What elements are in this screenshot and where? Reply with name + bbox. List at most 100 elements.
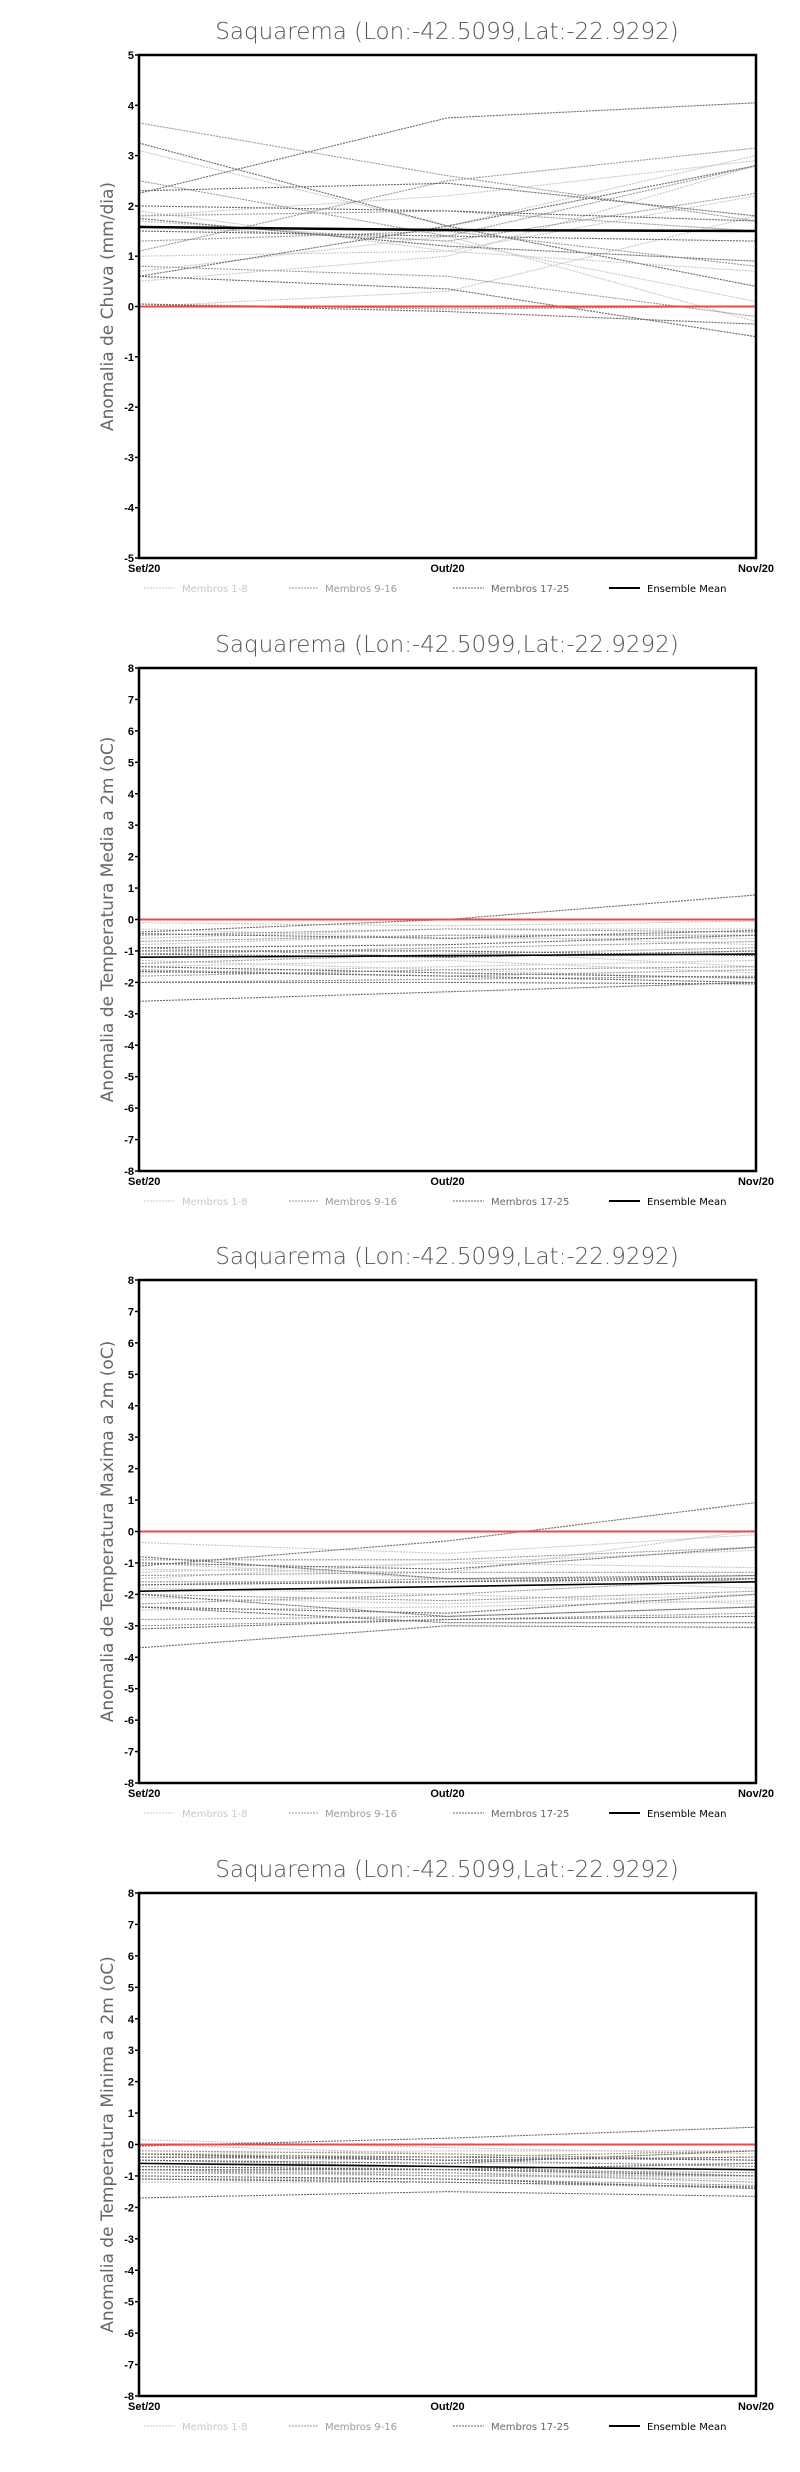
y-tick-label: -7 xyxy=(124,1134,134,1146)
x-tick-label: Set/20 xyxy=(128,1176,160,1188)
member-line-group-3 xyxy=(138,2174,757,2189)
member-line-group-3 xyxy=(138,102,757,194)
y-tick-label: -7 xyxy=(124,2359,134,2371)
member-line-group-1 xyxy=(138,959,757,980)
member-line-group-2 xyxy=(138,2168,756,2176)
y-tick-label: 2 xyxy=(128,201,134,213)
member-line-group-3 xyxy=(138,142,757,287)
x-tick-label: Set/20 xyxy=(128,563,160,575)
member-line-group-2 xyxy=(138,2159,757,2176)
member-line-group-3 xyxy=(138,1606,756,1624)
member-line-group-2 xyxy=(138,940,757,955)
member-line-group-3 xyxy=(138,275,757,338)
y-tick-label: 4 xyxy=(128,1401,135,1413)
member-line-group-2 xyxy=(138,975,757,983)
y-axis-label: Anomalia de Chuva (mm/dia) xyxy=(98,182,118,431)
member-line-group-2 xyxy=(138,968,757,977)
member-line-group-1 xyxy=(138,1549,757,1580)
member-line-group-3 xyxy=(138,1593,757,1617)
member-line-group-1 xyxy=(138,1600,757,1611)
member-line-group-2 xyxy=(138,1606,757,1621)
x-tick-label: Nov/20 xyxy=(738,1176,774,1188)
member-line-group-2 xyxy=(138,192,757,242)
member-line-group-2 xyxy=(139,1546,757,1561)
y-tick-label: 5 xyxy=(128,50,134,62)
y-tick-label: -3 xyxy=(124,452,134,464)
legend-label: Ensemble Mean xyxy=(647,1809,726,1820)
member-line-group-3 xyxy=(138,2152,757,2161)
member-line-group-2 xyxy=(138,927,757,936)
member-line-group-1 xyxy=(138,927,756,939)
member-line-group-3 xyxy=(138,217,757,262)
x-tick-label: Nov/20 xyxy=(738,2401,774,2413)
y-tick-label: 7 xyxy=(128,1919,134,1931)
member-line-group-1 xyxy=(138,2159,756,2164)
member-line-group-3 xyxy=(138,970,757,983)
y-axis-label: Anomalia de Temperatura Minima a 2m (oC) xyxy=(98,1956,118,2333)
member-line-group-1 xyxy=(138,215,757,308)
y-tick-label: -6 xyxy=(124,1103,134,1115)
member-line-group-1 xyxy=(138,195,757,257)
member-line-group-3 xyxy=(138,1625,757,1649)
legend-label: Membros 17-25 xyxy=(491,1809,569,1820)
member-line-group-3 xyxy=(138,1578,757,1586)
legend-label: Membros 17-25 xyxy=(491,2422,569,2433)
member-line-group-1 xyxy=(138,934,757,945)
y-tick-label: -5 xyxy=(124,1684,134,1696)
x-tick-label: Set/20 xyxy=(128,2401,160,2413)
member-line-group-3 xyxy=(139,981,757,984)
member-line-group-1 xyxy=(138,235,757,323)
chart-title: Saquarema (Lon:-42.5099,Lat:-22.9292) xyxy=(215,1244,678,1270)
x-tick-label: Nov/20 xyxy=(738,563,774,575)
y-tick-label: 4 xyxy=(128,788,135,800)
member-line-group-2 xyxy=(139,1574,757,1583)
line-chart: Saquarema (Lon:-42.5099,Lat:-22.9292) Ano… xyxy=(98,632,774,1208)
member-line-group-2 xyxy=(138,265,757,318)
y-tick-label: 3 xyxy=(128,820,134,832)
member-line-group-2 xyxy=(138,2149,757,2161)
member-line-group-1 xyxy=(138,210,757,272)
y-tick-label: -2 xyxy=(124,977,134,989)
member-line-group-3 xyxy=(138,182,757,217)
member-line-group-1 xyxy=(138,959,757,973)
y-tick-label: 5 xyxy=(128,1982,134,1994)
y-tick-label: -8 xyxy=(124,2391,134,2403)
y-tick-label: 2 xyxy=(128,1464,134,1476)
member-line-group-1 xyxy=(138,2143,757,2161)
x-tick-label: Out/20 xyxy=(430,563,464,575)
member-line-group-2 xyxy=(138,946,757,964)
chart-panel: Saquarema (Lon:-42.5099,Lat:-22.9292) Ano… xyxy=(0,1838,800,2450)
y-tick-label: 3 xyxy=(128,151,134,163)
member-line-group-2 xyxy=(138,165,757,237)
chart-panel: Saquarema (Lon:-42.5099,Lat:-22.9292) Ano… xyxy=(0,1225,800,1837)
y-tick-label: 6 xyxy=(128,725,134,737)
y-tick-label: -3 xyxy=(124,2233,134,2245)
x-tick-label: Out/20 xyxy=(430,2401,464,2413)
member-line-group-1 xyxy=(138,2168,757,2176)
member-line-group-2 xyxy=(138,1612,757,1627)
line-chart: Saquarema (Lon:-42.5099,Lat:-22.9292) Ano… xyxy=(98,19,774,595)
y-tick-label: 7 xyxy=(128,1306,134,1318)
y-tick-label: 8 xyxy=(128,663,134,675)
member-line-group-1 xyxy=(138,920,757,926)
y-axis-label: Anomalia de Temperatura Media a 2m (oC) xyxy=(98,736,118,1102)
member-line-group-1 xyxy=(138,1534,757,1555)
chart-panel: Saquarema (Lon:-42.5099,Lat:-22.9292) Ano… xyxy=(0,0,800,612)
legend-label: Membros 1-8 xyxy=(182,584,248,595)
member-line-group-3 xyxy=(138,230,757,242)
y-tick-label: 5 xyxy=(128,757,134,769)
y-tick-label: 1 xyxy=(128,251,134,263)
legend-label: Membros 9-16 xyxy=(325,584,397,595)
y-tick-label: -2 xyxy=(124,1589,134,1601)
member-line-group-3 xyxy=(138,2190,757,2198)
y-tick-label: 1 xyxy=(128,883,134,895)
y-tick-label: 0 xyxy=(128,302,134,314)
y-tick-label: -8 xyxy=(124,1778,134,1790)
member-line-group-1 xyxy=(138,160,757,217)
member-line-group-2 xyxy=(138,965,757,977)
member-line-group-3 xyxy=(138,949,757,958)
y-tick-label: 5 xyxy=(128,1369,134,1381)
member-line-group-3 xyxy=(138,1546,757,1570)
member-line-group-3 xyxy=(139,2156,757,2161)
y-tick-label: -7 xyxy=(124,1747,134,1759)
